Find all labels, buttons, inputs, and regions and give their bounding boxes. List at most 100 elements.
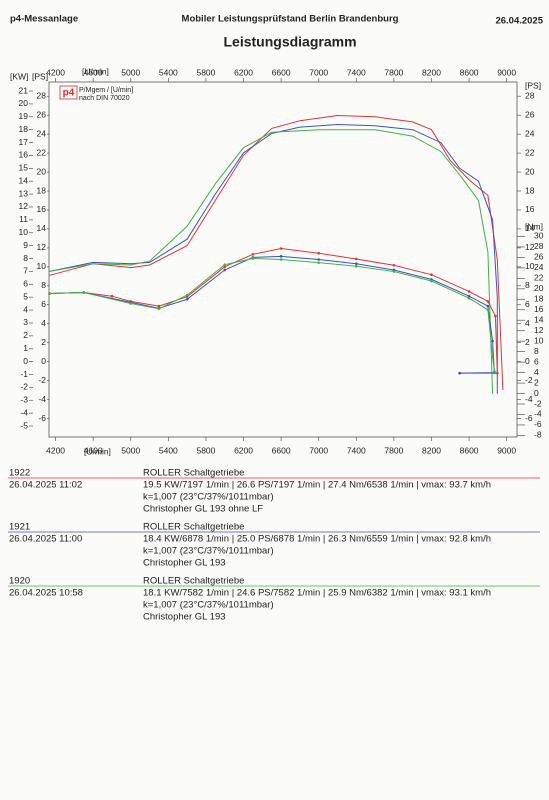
x-tick-label: 9000 <box>497 67 516 77</box>
x-tick-label: 6600 <box>272 445 291 455</box>
ps-tick-label-right: 22 <box>525 147 535 157</box>
nm-tick-label: 14 <box>534 314 544 324</box>
nm-tick-label: 6 <box>534 356 539 366</box>
run-detail: ROLLER Schaltgetriebe <box>143 522 244 533</box>
x-tick-label: 8200 <box>422 67 441 77</box>
x-tick-label: 5400 <box>159 67 178 77</box>
run-detail: ROLLER Schaltgetriebe <box>143 576 244 587</box>
torque-point <box>251 252 255 256</box>
kw-label: [KW] <box>10 71 28 81</box>
nm-tick-label: 10 <box>534 335 544 345</box>
ps-tick-label: 24 <box>37 128 47 138</box>
run-detail: k=1,007 (23°C/37%/1011mbar) <box>143 546 274 557</box>
kw-tick-label: 16 <box>19 150 29 160</box>
run-date: 26.04.2025 10:58 <box>9 588 83 599</box>
torque-point <box>355 262 358 265</box>
kw-tick-label: 15 <box>19 163 29 173</box>
ps-tick-label-right: 12 <box>525 242 535 252</box>
ps-tick-label: 20 <box>37 166 47 176</box>
x-tick-label: 7000 <box>309 445 328 455</box>
x-tick-label: 5800 <box>196 67 215 77</box>
ps-tick-label: 22 <box>37 147 47 157</box>
ps-label: [PS] <box>32 71 48 81</box>
torque-point <box>467 294 471 298</box>
torque-point <box>430 273 433 276</box>
kw-tick-label: 4 <box>23 304 28 314</box>
torque-point <box>157 304 161 308</box>
kw-tick-label: 6 <box>23 279 28 289</box>
torque-point <box>467 296 471 300</box>
torque-point <box>392 263 396 267</box>
torque-line <box>49 257 495 372</box>
nm-tick-label: 12 <box>534 325 544 335</box>
nm-tick-label: 24 <box>534 262 544 272</box>
kw-tick-label: 12 <box>19 201 29 211</box>
run-date: 26.04.2025 11:02 <box>9 480 82 491</box>
x-tick-label: 8600 <box>460 67 479 77</box>
ps-tick-label: 18 <box>37 185 47 195</box>
torque-point <box>279 247 283 250</box>
nm-tick-label: 4 <box>534 367 539 377</box>
torque-point <box>157 307 161 311</box>
ps-tick-label-right: -6 <box>525 413 533 423</box>
nm-tick-label: 26 <box>534 252 544 262</box>
run-detail: ROLLER Schaltgetriebe <box>143 468 244 479</box>
ps-tick-label-right: 0 <box>525 356 530 366</box>
x-tick-label: 6200 <box>234 445 253 455</box>
ps-tick-label: 6 <box>41 299 46 309</box>
torque-point <box>355 257 358 261</box>
kw-tick-label: 21 <box>19 85 29 95</box>
kw-tick-label: -4 <box>20 407 28 417</box>
torque-point <box>430 279 433 283</box>
ps-tick-label: 8 <box>41 280 46 290</box>
x-label: [U/min] <box>82 66 109 76</box>
power-line <box>49 114 504 391</box>
kw-tick-label: 0 <box>23 356 28 366</box>
torque-line <box>49 247 498 374</box>
torque-point <box>82 291 86 294</box>
kw-tick-label: -5 <box>20 420 28 430</box>
ps-label-right: [PS] <box>525 80 541 90</box>
nm-tick-label: 16 <box>534 304 544 314</box>
torque-point <box>223 268 227 272</box>
torque-point <box>495 371 499 375</box>
x-tick-label: 5400 <box>159 445 178 455</box>
torque-point <box>458 371 461 375</box>
logo-box <box>59 85 78 100</box>
torque-point <box>185 293 189 297</box>
ps-tick-label-right: 4 <box>525 318 530 328</box>
ps-tick-label-right: -4 <box>525 394 533 404</box>
ps-tick-label: 10 <box>37 261 47 271</box>
ps-tick-label-right: 14 <box>525 223 535 233</box>
torque-point <box>223 263 227 267</box>
run-id: 1921 <box>9 522 30 533</box>
kw-tick-label: 8 <box>23 253 28 263</box>
ps-tick-label-right: 18 <box>525 185 535 195</box>
x-tick-label: 6200 <box>234 67 253 77</box>
x-label-bottom: [U/min] <box>84 446 111 456</box>
kw-tick-label: 13 <box>19 188 29 198</box>
nm-tick-label: -8 <box>534 430 542 440</box>
nm-tick-label: 30 <box>534 231 544 241</box>
x-tick-label: 4200 <box>46 445 65 455</box>
torque-point <box>491 355 494 359</box>
x-tick-label: 8200 <box>422 445 441 455</box>
x-tick-label: 7400 <box>347 445 366 455</box>
torque-point <box>355 265 358 268</box>
kw-tick-label: 18 <box>19 124 29 134</box>
power-line <box>49 123 498 394</box>
ps-tick-label: 26 <box>37 109 47 119</box>
torque-point <box>279 255 283 258</box>
x-tick-label: 5000 <box>121 67 140 77</box>
nm-tick-label: -2 <box>534 398 542 408</box>
kw-tick-label: 10 <box>19 227 29 237</box>
torque-point <box>486 300 490 303</box>
kw-tick-label: 14 <box>19 175 29 185</box>
torque-point <box>486 308 490 312</box>
run-detail: 19.5 KW/7197 1/min | 26.6 PS/7197 1/min … <box>143 480 491 491</box>
legend-line: nach DIN 70020 <box>79 95 130 102</box>
x-tick-label: 7000 <box>309 67 328 77</box>
torque-point <box>317 251 321 255</box>
kw-tick-label: -2 <box>20 382 28 392</box>
